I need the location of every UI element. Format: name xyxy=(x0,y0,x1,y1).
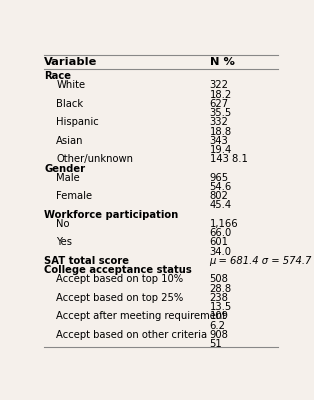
Text: 965: 965 xyxy=(210,173,229,183)
Text: 51: 51 xyxy=(210,339,222,349)
Text: Black: Black xyxy=(56,99,84,109)
Text: 332: 332 xyxy=(210,117,229,127)
Text: 19.4: 19.4 xyxy=(210,145,232,155)
Text: No: No xyxy=(56,219,70,229)
Text: 627: 627 xyxy=(210,99,229,109)
Text: 109: 109 xyxy=(210,311,229,321)
Text: 28.8: 28.8 xyxy=(210,284,232,294)
Text: Asian: Asian xyxy=(56,136,84,146)
Text: Accept based on top 25%: Accept based on top 25% xyxy=(56,293,184,303)
Text: Female: Female xyxy=(56,191,92,201)
Text: 18.2: 18.2 xyxy=(210,90,232,100)
Text: Race: Race xyxy=(44,71,71,81)
Text: 45.4: 45.4 xyxy=(210,200,232,210)
Text: 34.0: 34.0 xyxy=(210,247,232,257)
Text: 143 8.1: 143 8.1 xyxy=(210,154,247,164)
Text: 13.5: 13.5 xyxy=(210,302,232,312)
Text: 6.2: 6.2 xyxy=(210,320,225,330)
Text: Male: Male xyxy=(56,173,80,183)
Text: College acceptance status: College acceptance status xyxy=(44,265,192,275)
Text: 802: 802 xyxy=(210,191,229,201)
Text: 908: 908 xyxy=(210,330,229,340)
Text: 343: 343 xyxy=(210,136,228,146)
Text: Workforce participation: Workforce participation xyxy=(44,210,178,220)
Text: SAT total score: SAT total score xyxy=(44,256,129,266)
Text: Variable: Variable xyxy=(44,57,97,67)
Text: 508: 508 xyxy=(210,274,229,284)
Text: 238: 238 xyxy=(210,293,229,303)
Text: Accept based on other criteria: Accept based on other criteria xyxy=(56,330,208,340)
Text: N %: N % xyxy=(210,57,235,67)
Text: 601: 601 xyxy=(210,238,229,248)
Text: 35.5: 35.5 xyxy=(210,108,232,118)
Text: μ = 681.4 σ = 574.7: μ = 681.4 σ = 574.7 xyxy=(210,256,312,266)
Text: 18.8: 18.8 xyxy=(210,126,232,136)
Text: Other/unknown: Other/unknown xyxy=(56,154,133,164)
Text: White: White xyxy=(56,80,85,90)
Text: Gender: Gender xyxy=(44,164,85,174)
Text: 1,166: 1,166 xyxy=(210,219,238,229)
Text: 54.6: 54.6 xyxy=(210,182,232,192)
Text: Accept based on top 10%: Accept based on top 10% xyxy=(56,274,183,284)
Text: Yes: Yes xyxy=(56,238,72,248)
Text: 322: 322 xyxy=(210,80,229,90)
Text: Accept after meeting requirement: Accept after meeting requirement xyxy=(56,311,226,321)
Text: 66.0: 66.0 xyxy=(210,228,232,238)
Text: Hispanic: Hispanic xyxy=(56,117,99,127)
